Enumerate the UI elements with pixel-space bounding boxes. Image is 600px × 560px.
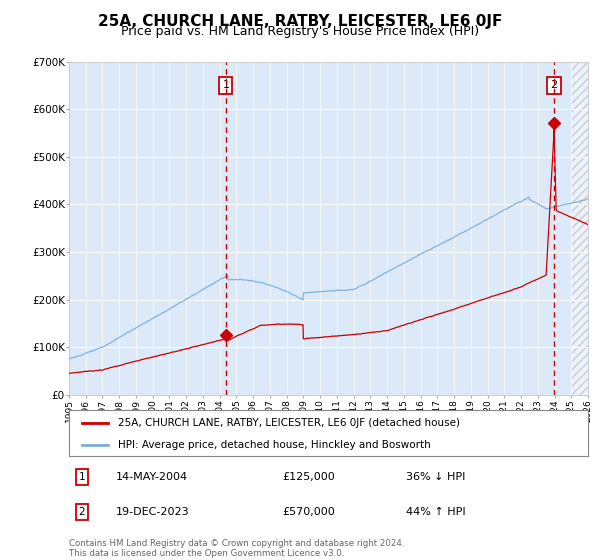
Text: 44% ↑ HPI: 44% ↑ HPI (406, 507, 466, 517)
Text: 36% ↓ HPI: 36% ↓ HPI (406, 473, 466, 482)
Text: 1: 1 (223, 81, 229, 90)
Text: 14-MAY-2004: 14-MAY-2004 (116, 473, 188, 482)
Text: 2: 2 (550, 81, 557, 90)
Bar (571, 62, 596, 395)
Text: 25A, CHURCH LANE, RATBY, LEICESTER, LE6 0JF (detached house): 25A, CHURCH LANE, RATBY, LEICESTER, LE6 … (118, 418, 460, 428)
Text: £125,000: £125,000 (282, 473, 335, 482)
Text: £570,000: £570,000 (282, 507, 335, 517)
Text: Contains HM Land Registry data © Crown copyright and database right 2024.
This d: Contains HM Land Registry data © Crown c… (69, 539, 404, 558)
Text: 25A, CHURCH LANE, RATBY, LEICESTER, LE6 0JF: 25A, CHURCH LANE, RATBY, LEICESTER, LE6 … (98, 14, 502, 29)
Text: HPI: Average price, detached house, Hinckley and Bosworth: HPI: Average price, detached house, Hinc… (118, 440, 431, 450)
Text: Price paid vs. HM Land Registry's House Price Index (HPI): Price paid vs. HM Land Registry's House … (121, 25, 479, 38)
Text: 2: 2 (79, 507, 85, 517)
Text: 19-DEC-2023: 19-DEC-2023 (116, 507, 190, 517)
Bar (571, 62, 596, 395)
Text: 1: 1 (79, 473, 85, 482)
